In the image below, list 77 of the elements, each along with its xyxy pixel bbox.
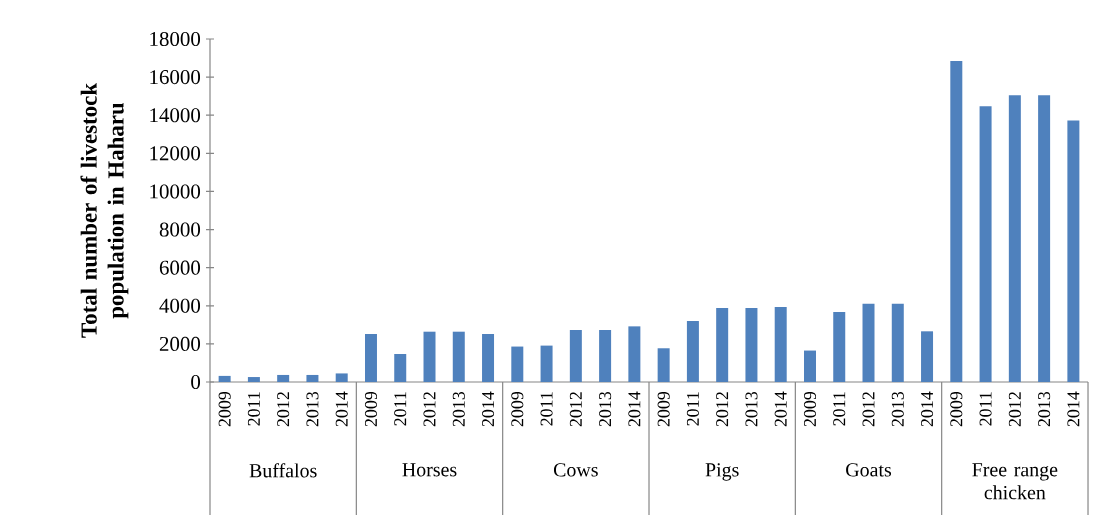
x-tick-label: 2013 <box>306 391 319 427</box>
x-tick-label: 2013 <box>1038 391 1051 427</box>
bar <box>921 331 934 382</box>
x-tick-label: 2011 <box>394 392 407 426</box>
bar <box>364 333 377 382</box>
x-tick-label: 2014 <box>335 391 348 427</box>
x-tick-label: 2013 <box>891 391 904 427</box>
text: Goats <box>846 463 892 477</box>
y-tick-label: 8000 <box>159 222 201 237</box>
bar <box>891 303 904 382</box>
x-tick-label: 2009 <box>657 391 670 427</box>
bar <box>218 375 231 382</box>
y-tick-label: 4000 <box>159 298 201 313</box>
x-tick-label: 2012 <box>569 392 582 427</box>
x-tick-label: 2012 <box>423 392 436 427</box>
bar <box>803 350 816 382</box>
bar <box>1038 95 1051 382</box>
x-tick-label: 2009 <box>950 391 963 427</box>
x-tick-label: 2014 <box>1067 391 1080 427</box>
x-tick-label: 2009 <box>364 391 378 427</box>
x-tick-label: 2009 <box>218 391 231 427</box>
bar <box>452 331 465 382</box>
bar <box>511 346 524 382</box>
bar <box>540 345 553 382</box>
x-tick-label: 2011 <box>833 392 846 426</box>
bar <box>862 303 875 382</box>
x-tick-label: 2012 <box>277 392 290 427</box>
x-tick-label: 2014 <box>774 391 787 427</box>
bar <box>979 106 992 382</box>
bar <box>628 326 641 382</box>
bar <box>833 311 846 382</box>
bar <box>950 61 963 382</box>
x-tick-label: 2013 <box>745 391 758 427</box>
text: Pigs <box>705 463 739 481</box>
y-tick-label: 16000 <box>150 70 201 85</box>
y-tick-label: 12000 <box>150 146 201 161</box>
x-tick-label: 2011 <box>540 392 553 426</box>
x-tick-label: 2011 <box>686 392 699 426</box>
text: Free range chicken <box>972 463 1058 500</box>
bar <box>335 373 348 382</box>
y-tick-label: 14000 <box>150 108 201 123</box>
x-tick-label: 2012 <box>862 392 875 427</box>
bar <box>423 331 436 382</box>
bar <box>482 333 495 382</box>
x-tick-label: 2009 <box>803 391 817 427</box>
bar <box>277 374 290 382</box>
x-tick-label: 2012 <box>716 392 729 427</box>
bar <box>774 306 787 382</box>
x-tick-label: 2011 <box>979 392 992 426</box>
bar <box>1008 95 1021 382</box>
text: Buffalos <box>249 463 317 478</box>
x-tick-label: 2009 <box>511 391 524 427</box>
y-axis-title: Total number of livestock population in Haharu <box>80 83 129 338</box>
text: Horses <box>402 463 457 477</box>
y-tick-label: 6000 <box>159 260 201 275</box>
bar <box>599 329 612 382</box>
bar <box>1067 120 1080 382</box>
bar <box>657 348 670 382</box>
x-tick-label: 2014 <box>921 391 934 427</box>
x-tick-label: 2011 <box>247 392 260 426</box>
y-tick-label: 0 <box>191 374 201 390</box>
x-tick-label: 2013 <box>599 391 612 427</box>
x-tick-label: 2013 <box>452 391 465 427</box>
bar <box>716 307 729 382</box>
bar <box>306 374 319 382</box>
x-tick-label: 2012 <box>1008 392 1021 427</box>
bar <box>686 321 699 382</box>
x-tick-label: 2014 <box>481 391 495 427</box>
bar <box>247 377 260 382</box>
y-tick-label: 18000 <box>150 31 201 47</box>
bar <box>394 353 407 382</box>
text: Cows <box>553 463 598 477</box>
bar <box>569 329 582 382</box>
x-tick-label: 2014 <box>628 391 641 427</box>
bar <box>745 307 758 382</box>
y-tick-label: 10000 <box>150 184 201 199</box>
y-tick-label: 2000 <box>159 336 201 351</box>
